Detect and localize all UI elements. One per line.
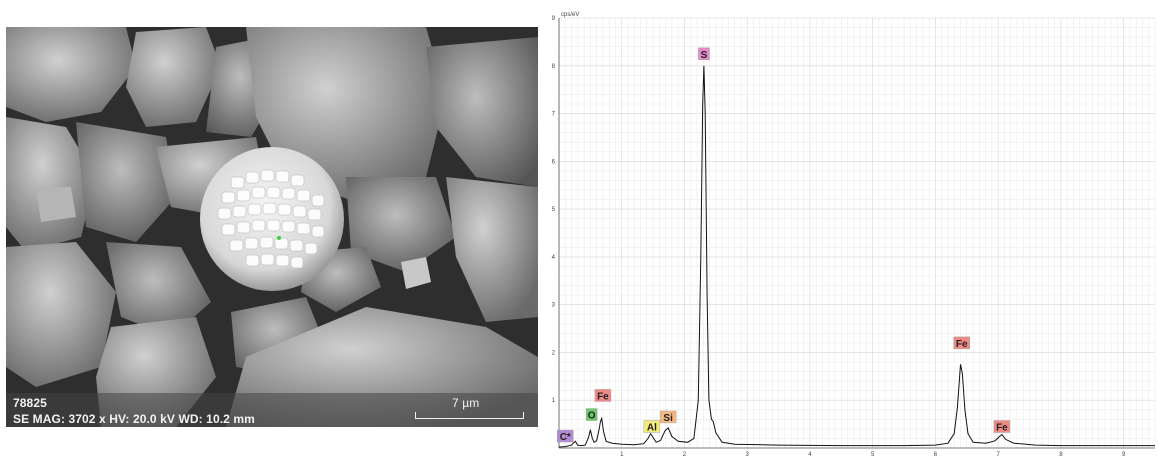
peak-label-c-star: C* xyxy=(557,429,574,443)
peak-label-text: Al xyxy=(647,423,657,434)
y-tick-label: 1 xyxy=(552,398,556,404)
peak-label-box xyxy=(659,410,677,424)
y-tick-label: 5 xyxy=(552,207,556,213)
x-tick-label: 8 xyxy=(1059,452,1063,458)
peak-label-box xyxy=(585,408,598,421)
peak-label-box xyxy=(993,420,1011,433)
peak-label-text: C* xyxy=(560,432,571,443)
acquisition-parameters: SE MAG: 3702 x HV: 20.0 kV WD: 10.2 mm xyxy=(13,412,255,426)
eds-spectrum-chart: 1 2 3 4 5 6 7 8 9 1 2 3 4 5 6 7 8 9 cps/eV C* O Fe Al Si S Fe Fe xyxy=(545,8,1159,459)
peak-label-text: Si xyxy=(663,413,673,424)
sem-micrograph: 78825 SE MAG: 3702 x HV: 20.0 kV WD: 10.… xyxy=(6,27,538,427)
particle-blobs xyxy=(6,27,538,427)
peak-label-al: Al xyxy=(643,420,661,434)
peak-label-box xyxy=(643,420,661,433)
peak-label-o: O xyxy=(585,408,598,422)
tick-labels: 1 2 3 4 5 6 7 8 9 1 2 3 4 5 6 7 8 9 cps/eV xyxy=(552,12,1126,458)
scale-bar xyxy=(415,412,524,419)
y-tick-label: 8 xyxy=(552,64,556,70)
x-tick-label: 4 xyxy=(808,452,812,458)
sem-info-bar xyxy=(6,393,538,427)
peak-label-si: Si xyxy=(659,410,677,424)
y-tick-label: 2 xyxy=(552,350,556,356)
x-tick-label: 1 xyxy=(620,452,624,458)
peak-label-fe: Fe xyxy=(993,420,1011,434)
framboid-sphere xyxy=(200,147,344,291)
peak-label-fe: Fe xyxy=(953,336,970,350)
scale-bar-label: 7 µm xyxy=(452,396,480,410)
peak-label-text: Fe xyxy=(597,391,609,402)
grid xyxy=(558,17,1156,449)
sem-image xyxy=(6,27,538,427)
peak-label-fe: Fe xyxy=(594,389,612,402)
peak-label-text: S xyxy=(701,50,708,61)
sample-id: 78825 xyxy=(13,396,47,410)
y-tick-label: 4 xyxy=(552,255,556,261)
spectrum-line xyxy=(558,65,1155,448)
peak-label-text: Fe xyxy=(996,423,1008,434)
y-tick-label: 3 xyxy=(552,303,556,309)
y-tick-label: 6 xyxy=(552,159,556,165)
x-tick-label: 2 xyxy=(683,452,687,458)
y-axis-label: cps/eV xyxy=(561,12,579,18)
y-tick-label: 7 xyxy=(552,112,556,118)
peak-label-text: Fe xyxy=(956,339,968,350)
peak-label-text: O xyxy=(588,411,596,422)
peak-label-s: S xyxy=(698,47,710,61)
axes xyxy=(558,18,1155,449)
peak-label-box xyxy=(953,336,970,350)
x-tick-label: 9 xyxy=(1122,452,1126,458)
peak-label-box xyxy=(698,47,710,61)
x-tick-label: 5 xyxy=(871,452,875,458)
y-tick-label: 9 xyxy=(552,16,556,22)
x-tick-label: 7 xyxy=(996,452,1000,458)
peak-label-box xyxy=(557,429,574,443)
x-tick-label: 3 xyxy=(746,452,750,458)
peak-label-box xyxy=(594,389,612,402)
x-tick-label: 6 xyxy=(934,452,938,458)
